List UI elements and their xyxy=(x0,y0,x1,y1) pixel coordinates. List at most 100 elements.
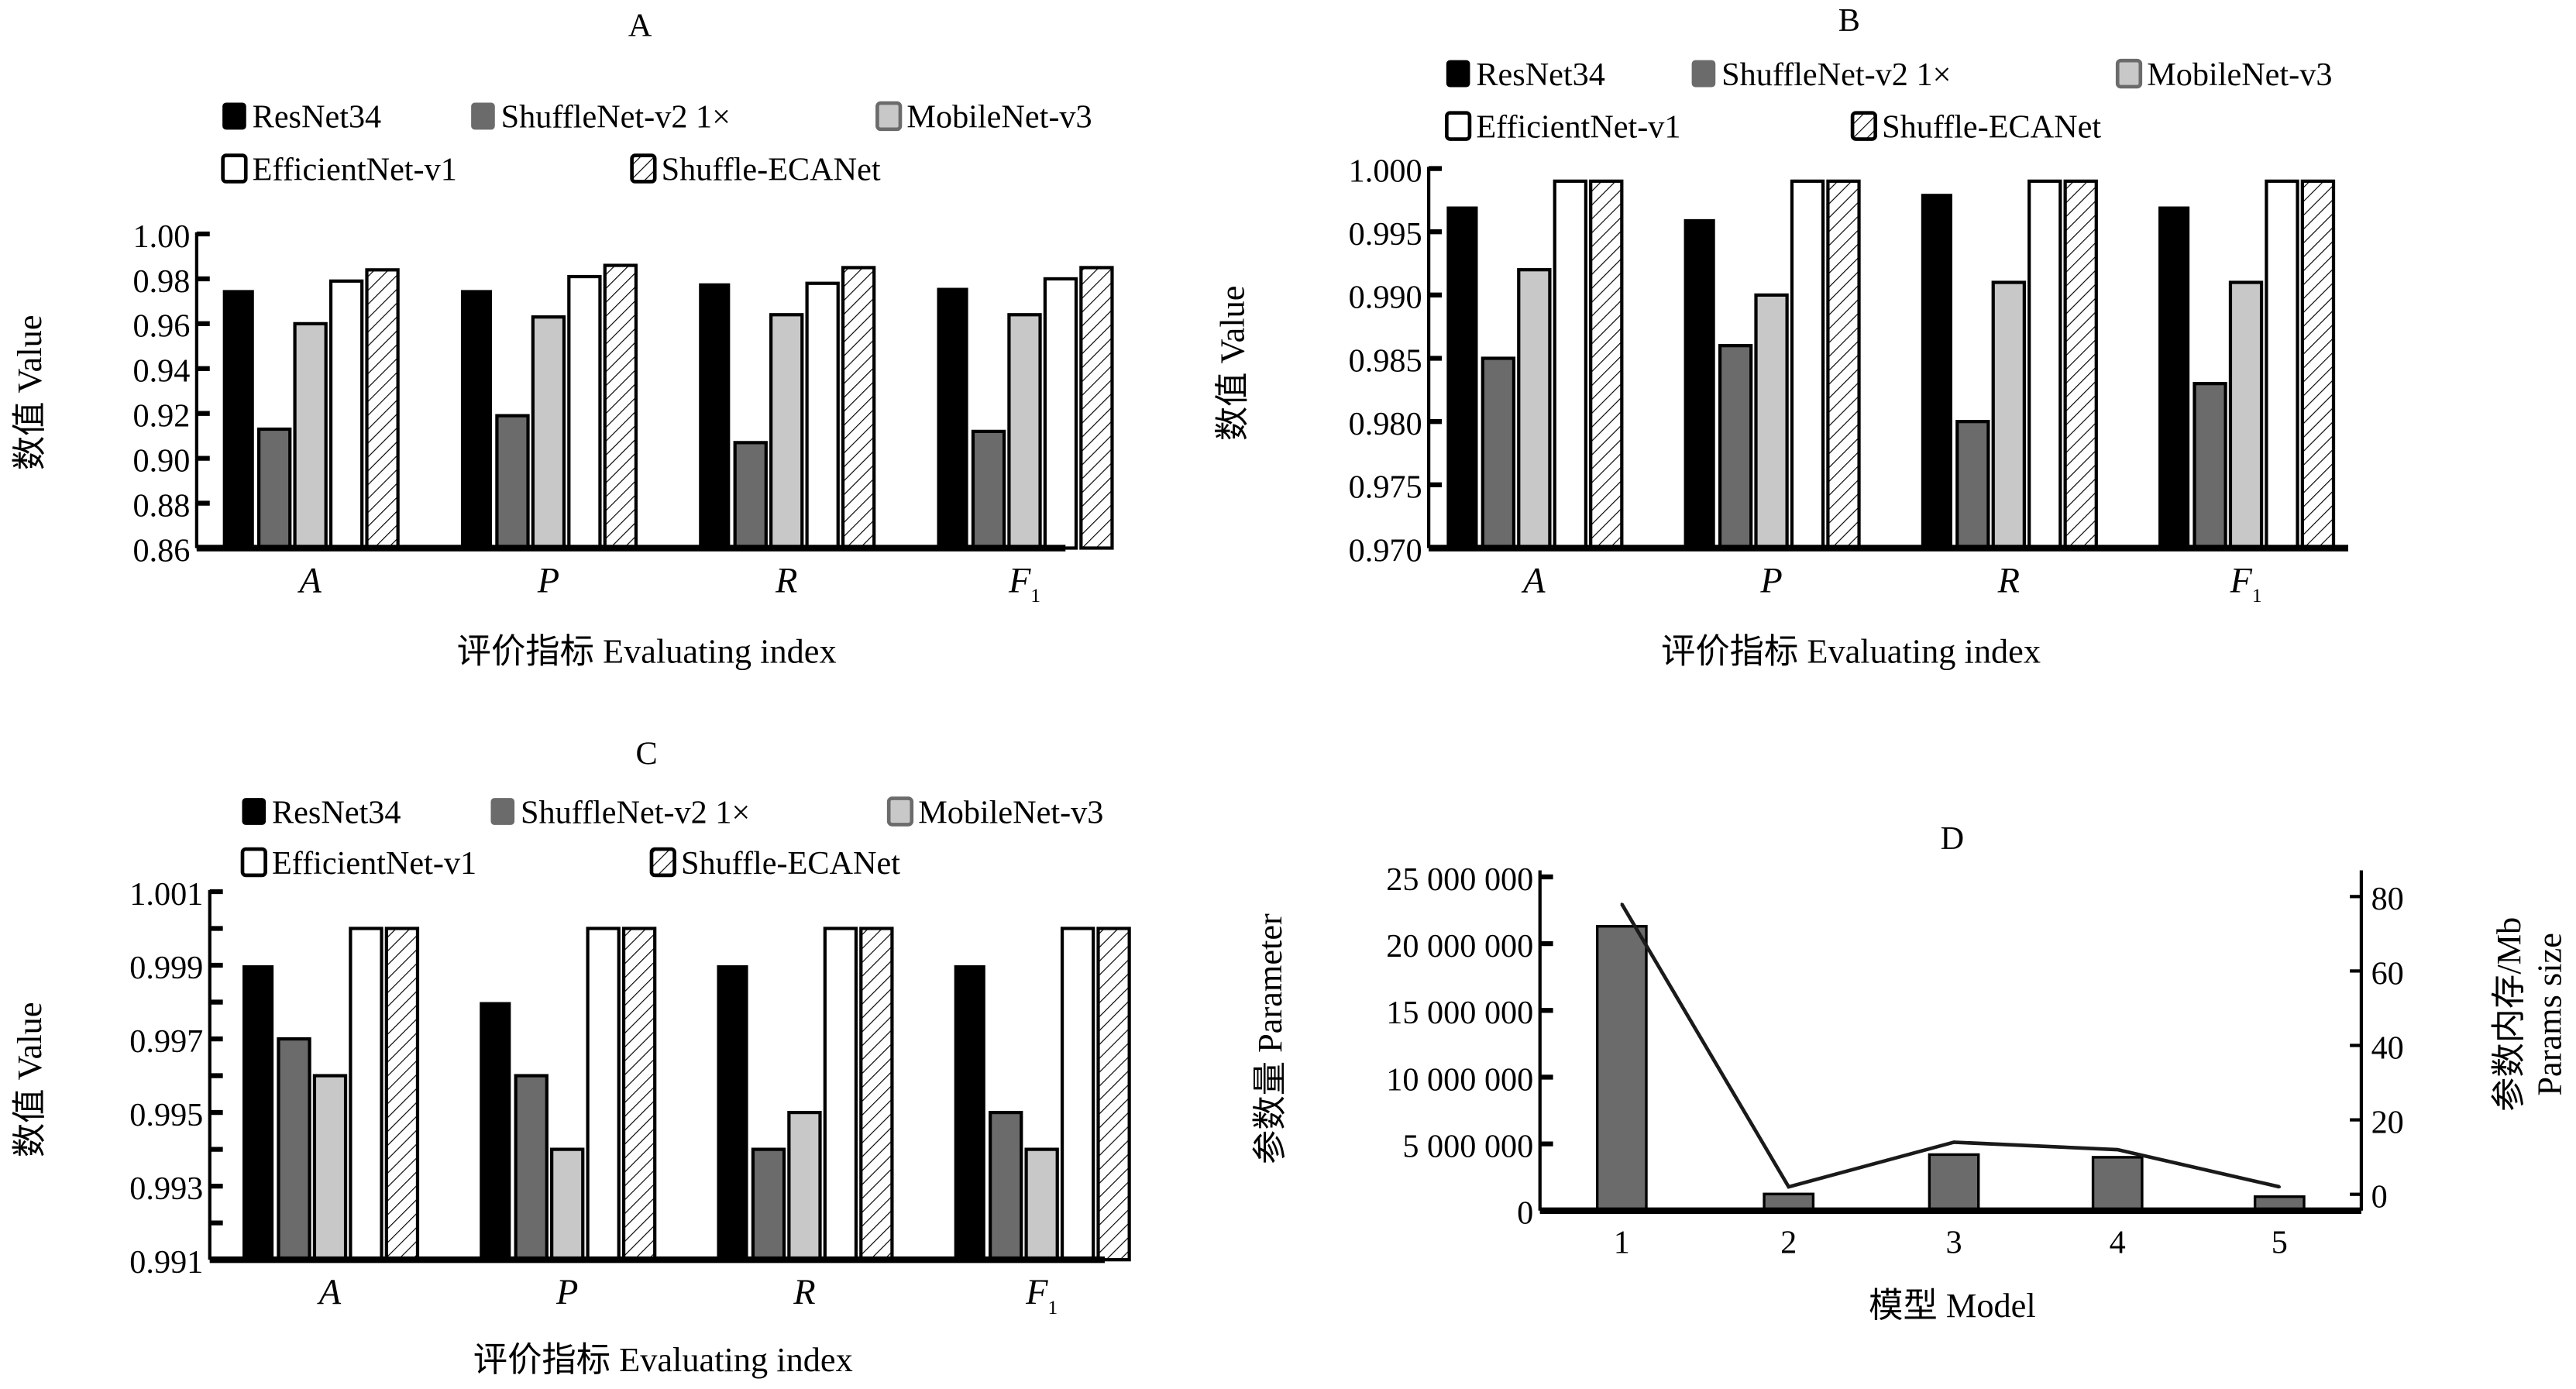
x-tick-label: 1 xyxy=(1614,1225,1630,1261)
bar-resnet34-r xyxy=(717,965,748,1260)
legend: ResNet34 ShuffleNet-v2 1× MobileNet-v3 Effi… xyxy=(240,794,1103,882)
legend-label: MobileNet-v3 xyxy=(918,794,1103,830)
bar-shuffle-ecanet-f1 xyxy=(1096,927,1131,1262)
legend-label: ResNet34 xyxy=(272,794,401,830)
y-axis-title: 数值 Value xyxy=(10,315,49,471)
bar-resnet34-p xyxy=(1684,218,1715,548)
bar-efficientnet-v1-r xyxy=(823,927,858,1262)
bar-mobilenet-v3-r xyxy=(769,313,804,550)
x-axis-title: 模型 Model xyxy=(1869,1286,2035,1325)
bar-efficientnet-v1-a xyxy=(349,927,383,1262)
y2-tick-label: 0 xyxy=(2371,1179,2388,1215)
bar-efficientnet-v1-p xyxy=(567,274,602,550)
y-tick-label: 0.991 xyxy=(129,1244,203,1281)
legend-swatch xyxy=(630,153,657,184)
legend-label: EfficientNet-v1 xyxy=(272,845,476,882)
y-tick-label: 1.001 xyxy=(129,876,203,913)
legend-label: Shuffle-ECANet xyxy=(681,845,900,882)
y-axis-title: 数值 Value xyxy=(1212,286,1251,442)
bar-shuffle-ecanet-a xyxy=(384,927,420,1262)
y2-tick-label: 80 xyxy=(2371,881,2404,917)
bar-resnet34-f1 xyxy=(954,965,985,1260)
bar-resnet34-r xyxy=(1921,194,1952,548)
x-tick-label: A xyxy=(317,1273,342,1312)
bar-resnet34-p xyxy=(480,1002,511,1260)
bar-resnet34-a xyxy=(242,965,274,1260)
legend-item-resnet34: ResNet34 xyxy=(242,794,401,830)
legend-swatch xyxy=(240,847,267,878)
params-size-point-3 xyxy=(1952,1140,1955,1144)
bar-shufflenet-v2-1-r xyxy=(1955,420,1990,550)
bar-efficientnet-v1-p xyxy=(586,927,621,1262)
y-tick-label: 1.000 xyxy=(1349,153,1422,189)
legend-item-resnet34: ResNet34 xyxy=(1446,57,1605,93)
x-tick-label: P xyxy=(555,1273,578,1312)
bar-shuffle-ecanet-r xyxy=(859,927,894,1262)
bar-shuffle-ecanet-r xyxy=(841,266,876,550)
bar-shuffle-ecanet-p xyxy=(603,263,638,550)
bar-efficientnet-v1-r xyxy=(805,281,840,550)
bar-shufflenet-v2-1-r xyxy=(733,441,768,550)
legend-label: ShuffleNet-v2 1× xyxy=(501,99,731,136)
y-tick-label: 5 000 000 xyxy=(1402,1129,1533,1165)
bar-shufflenet-v2-1-a xyxy=(277,1037,311,1262)
bar-mobilenet-v3-r xyxy=(1991,280,2026,550)
y-tick-label: 0.96 xyxy=(133,308,191,345)
y-tick-label: 0.997 xyxy=(129,1023,203,1060)
params-size-point-4 xyxy=(2116,1148,2119,1151)
y-tick-label: 25 000 000 xyxy=(1386,861,1533,898)
x-tick-label: R xyxy=(793,1273,815,1312)
y-tick-label: 0.975 xyxy=(1349,469,1422,506)
y-tick-label: 1.00 xyxy=(133,218,191,255)
y-tick-label: 0.92 xyxy=(133,398,191,435)
bar-shufflenet-v2-1-p xyxy=(495,414,530,550)
x-tick-label: 5 xyxy=(2272,1225,2288,1261)
legend-item-mobilenet-v3: MobileNet-v3 xyxy=(2115,57,2332,93)
legend-swatch xyxy=(490,798,515,825)
bar-mobilenet-v3-a xyxy=(1517,268,1552,550)
y-tick-label: 0.995 xyxy=(129,1097,203,1133)
chart-title: D xyxy=(1941,820,1965,857)
chart-c: C ResNet34 ShuffleNet-v2 1× MobileNet-v3 Ef… xyxy=(10,735,1131,1379)
bar-shufflenet-v2-1-f1 xyxy=(2193,382,2227,550)
bar-resnet34-a xyxy=(222,290,254,548)
y-tick-label: 0.86 xyxy=(133,532,191,569)
legend-item-shufflenet-v2-1: ShuffleNet-v2 1× xyxy=(471,99,731,136)
y-tick-label: 10 000 000 xyxy=(1386,1061,1533,1098)
x-tick-label: 3 xyxy=(1945,1225,1962,1261)
bar-shuffle-ecanet-f1 xyxy=(1079,266,1114,550)
legend-swatch xyxy=(1446,60,1470,88)
bar-efficientnet-v1-r xyxy=(2027,179,2062,550)
legend: ResNet34 ShuffleNet-v2 1× MobileNet-v3 Effi… xyxy=(1445,57,2332,145)
bar-efficientnet-v1-p xyxy=(1790,179,1825,550)
bar-resnet34-p xyxy=(460,290,493,548)
bar-efficientnet-v1-f1 xyxy=(2265,179,2299,550)
x-tick-label: P xyxy=(1759,562,1782,601)
params-size-line xyxy=(1620,903,2280,1189)
legend-swatch xyxy=(1445,111,1472,141)
legend-swatch xyxy=(471,102,495,130)
y-tick-label: 0.970 xyxy=(1349,532,1422,569)
bar-model-1 xyxy=(1595,925,1648,1212)
x-tick-label: R xyxy=(1997,562,2020,601)
legend-item-resnet34: ResNet34 xyxy=(222,99,381,136)
x-tick-label: 4 xyxy=(2110,1225,2126,1261)
x-axis-title: 评价指标 Evaluating index xyxy=(473,1340,853,1379)
y-tick-label: 0.94 xyxy=(133,353,191,390)
bar-efficientnet-v1-f1 xyxy=(1060,927,1095,1262)
bar-model-3 xyxy=(1928,1153,1980,1212)
x-tick-label: A xyxy=(1521,562,1546,601)
x-tick-label: F1 xyxy=(2229,562,2261,607)
y-axis-title-left: 参数量 Parameter xyxy=(1250,913,1289,1164)
x-axis-title: 评价指标 Evaluating index xyxy=(457,631,837,670)
legend-swatch xyxy=(222,102,246,130)
legend-swatch xyxy=(886,796,914,827)
x-tick-label: R xyxy=(775,562,797,601)
bar-efficientnet-v1-a xyxy=(328,279,364,550)
bar-shuffle-ecanet-a xyxy=(365,268,400,550)
bar-resnet34-r xyxy=(699,283,731,548)
x-tick-label: P xyxy=(537,562,559,601)
chart-a: A ResNet34 ShuffleNet-v2 1× MobileNet-v3 Ef… xyxy=(10,7,1114,670)
chart-title: C xyxy=(636,735,658,772)
